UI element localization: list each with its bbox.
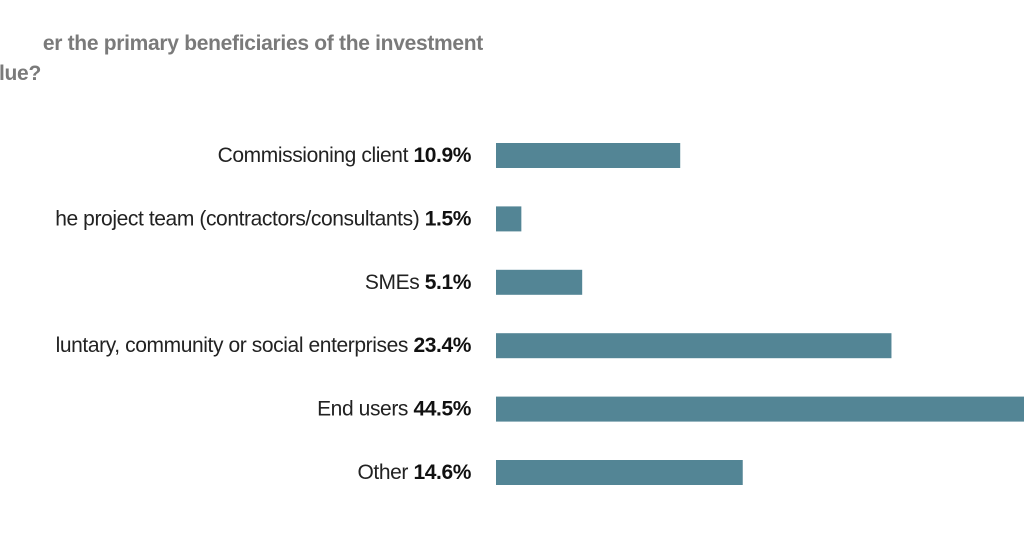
bar-1	[496, 206, 522, 232]
category-name: Other	[357, 461, 413, 484]
category-label-0: Commissioning client 10.9%	[218, 144, 472, 167]
category-name: Commissioning client	[218, 144, 414, 167]
chart-title-line-1: er the primary beneficiaries of the inve…	[42, 32, 483, 55]
value-label: 5.1%	[425, 271, 472, 294]
bar-2	[496, 269, 583, 295]
value-label: 23.4%	[413, 334, 471, 357]
category-name: SMEs	[365, 271, 425, 294]
bar-4	[496, 396, 1024, 422]
category-label-2: SMEs 5.1%	[365, 271, 472, 294]
category-name: luntary, community or social enterprises	[56, 334, 414, 357]
category-name: he project team (contractors/consultants…	[55, 207, 425, 230]
bar-0	[496, 143, 681, 168]
value-label: 14.6%	[413, 461, 471, 484]
value-label: 10.9%	[413, 144, 471, 167]
value-label: 44.5%	[413, 398, 471, 421]
chart-title-line-2: lue?	[0, 62, 41, 85]
bar-3	[496, 333, 892, 359]
category-label-4: End users 44.5%	[317, 398, 472, 421]
value-label: 1.5%	[425, 207, 472, 230]
category-label-3: luntary, community or social enterprises…	[56, 334, 472, 357]
bar-5	[496, 460, 743, 485]
category-label-1: he project team (contractors/consultants…	[55, 207, 472, 230]
category-name: End users	[317, 398, 413, 421]
category-label-5: Other 14.6%	[357, 461, 471, 484]
